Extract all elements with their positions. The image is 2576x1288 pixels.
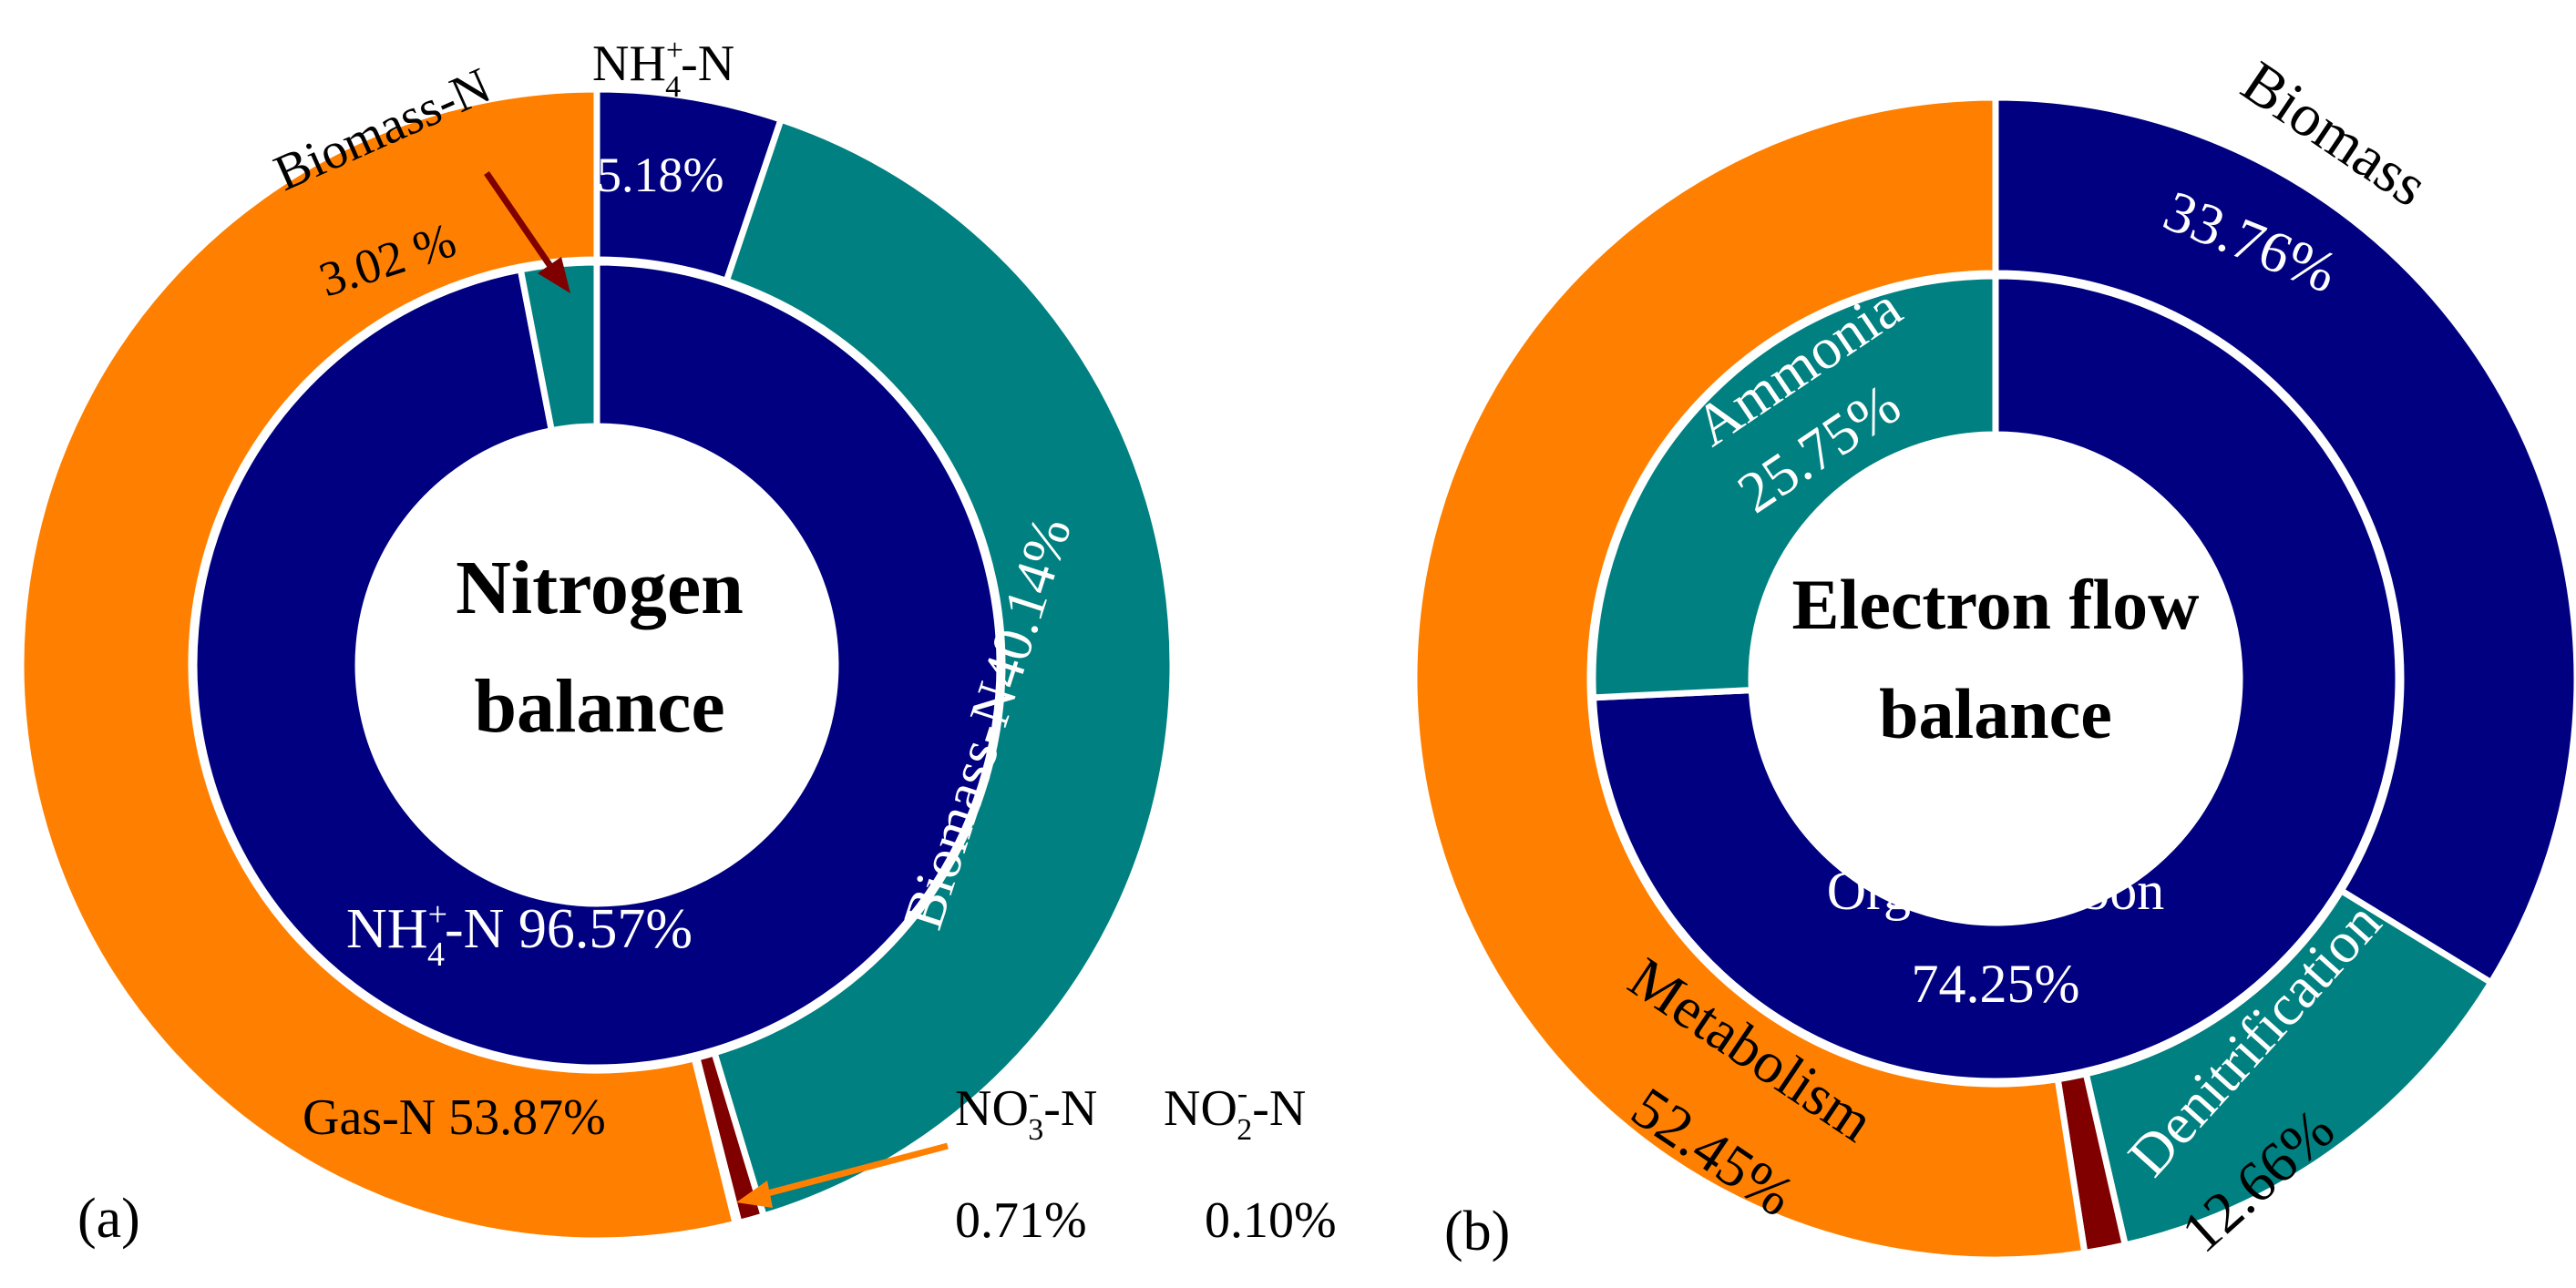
a-inner-slice-biomass-n — [517, 259, 600, 434]
panel-a-inner-ring — [190, 259, 1003, 1071]
label-no2: NO-2-N — [1164, 1077, 1306, 1147]
label-no3: NO-3-N — [955, 1077, 1097, 1147]
label-gas-n: Gas-N 53.87% — [303, 1089, 606, 1146]
panel-b-inner-ring — [1589, 272, 2402, 1085]
panel-b-title-line1: Electron flow — [1792, 565, 2200, 644]
a-inner-slice-nh4-n — [190, 259, 1003, 1071]
panel-a-label: (a) — [77, 1188, 140, 1250]
label-inner-nh4: NH+ 4-N 96.57% — [346, 895, 693, 974]
panel-b-label: (b) — [1444, 1201, 1510, 1262]
panel-b-title-line2: balance — [1879, 674, 2112, 753]
label-organic-carbon-pct: 74.25% — [1912, 954, 2080, 1014]
arrow-no-x — [760, 1142, 949, 1199]
label-outer-nh4-pct: 5.18% — [597, 148, 724, 202]
arrow-biomass-n-head — [538, 257, 570, 293]
label-outer-nh4: NH+ 4-N — [592, 34, 734, 104]
label-no3-pct: 0.71% — [955, 1192, 1087, 1249]
panel-a-title-line2: balance — [474, 664, 724, 749]
arrow-biomass-n — [484, 171, 557, 273]
label-organic-carbon: Organic carbon — [1827, 861, 2164, 921]
b-inner-slice-ammonia — [1589, 272, 1999, 701]
arrow-no-x-head — [736, 1181, 773, 1208]
label-no2-pct: 0.10% — [1205, 1192, 1337, 1249]
b-inner-slice-organic-carbon — [1589, 272, 2402, 1085]
panel-a-title-line1: Nitrogen — [456, 546, 744, 630]
